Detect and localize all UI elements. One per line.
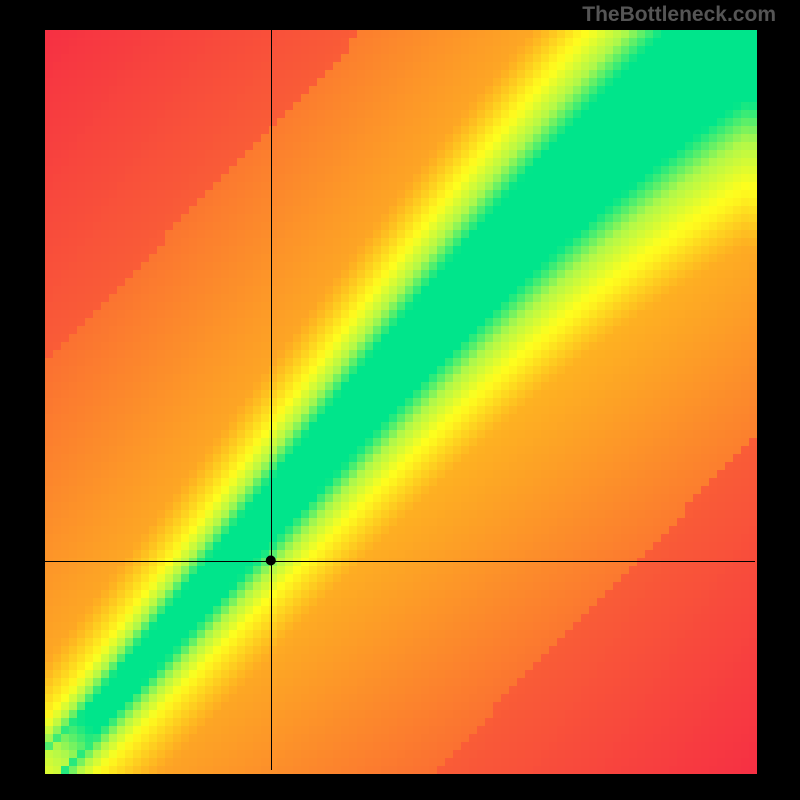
watermark-text: TheBottleneck.com [582, 3, 776, 27]
bottleneck-heatmap [0, 0, 800, 800]
chart-container: { "watermark": { "text": "TheBottleneck.… [0, 0, 800, 800]
